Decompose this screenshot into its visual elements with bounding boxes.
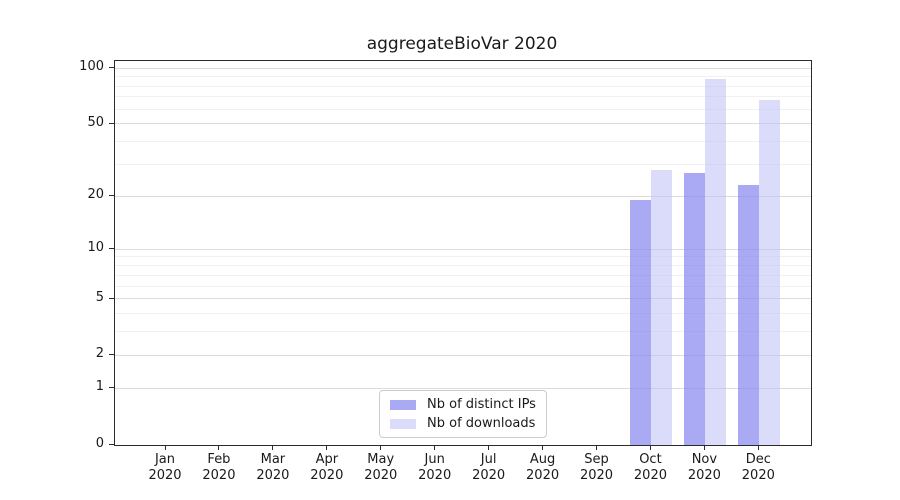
x-tick-mark xyxy=(703,445,705,450)
month-name: Jul xyxy=(480,452,497,467)
month-name: Apr xyxy=(315,452,339,467)
y-tick-mark xyxy=(109,354,114,356)
y-tick-mark xyxy=(109,248,114,250)
y-tick-mark xyxy=(109,297,114,299)
x-tick-mark xyxy=(542,445,544,450)
year-label: 2020 xyxy=(472,468,506,483)
bar-nb-of-distinct-ips-nov xyxy=(684,172,706,445)
y-tick-mark xyxy=(109,67,114,68)
y-tick-label: 10 xyxy=(87,240,104,256)
chart-title: aggregateBioVar 2020 xyxy=(366,34,558,54)
major-gridline xyxy=(115,248,811,250)
x-tick-label-apr: Apr 2020 xyxy=(299,452,355,484)
minor-gridline xyxy=(115,285,811,287)
y-tick-mark xyxy=(109,387,114,389)
year-label: 2020 xyxy=(579,468,614,483)
month-name: Jun xyxy=(424,452,445,467)
y-tick-label: 100 xyxy=(79,59,104,74)
minor-gridline xyxy=(115,313,811,315)
year-label: 2020 xyxy=(741,468,775,483)
minor-gridline xyxy=(115,274,811,276)
minor-gridline xyxy=(115,256,811,258)
year-label: 2020 xyxy=(633,468,667,483)
x-tick-mark xyxy=(488,445,490,450)
x-tick-label-mar: Mar 2020 xyxy=(245,452,301,484)
year-label: 2020 xyxy=(256,468,290,483)
minor-gridline xyxy=(115,85,811,87)
x-tick-label-sep: Sep 2020 xyxy=(569,452,625,484)
y-tick-label: 20 xyxy=(87,187,104,203)
x-tick-mark xyxy=(596,445,598,450)
y-tick-label: 5 xyxy=(95,289,104,305)
x-tick-mark xyxy=(272,445,274,450)
x-tick-label-jul: Jul 2020 xyxy=(461,452,517,484)
x-tick-mark xyxy=(434,445,436,450)
x-tick-label-aug: Aug 2020 xyxy=(515,452,571,484)
minor-gridline xyxy=(115,76,811,78)
y-tick-mark xyxy=(109,444,114,445)
minor-gridline xyxy=(115,265,811,266)
legend-item-nb-of-distinct-ips: Nb of distinct IPs xyxy=(390,397,536,412)
year-label: 2020 xyxy=(526,468,560,483)
minor-gridline xyxy=(115,96,811,98)
month-name: Mar xyxy=(260,452,286,467)
x-tick-label-oct: Oct 2020 xyxy=(622,452,678,484)
x-tick-label-feb: Feb 2020 xyxy=(191,452,247,484)
bar-nb-of-distinct-ips-oct xyxy=(630,200,652,445)
major-gridline xyxy=(115,67,811,69)
month-name: Dec xyxy=(745,452,771,467)
month-name: May xyxy=(367,452,395,467)
major-gridline xyxy=(115,387,811,389)
y-tick-mark xyxy=(109,195,114,197)
x-tick-label-nov: Nov 2020 xyxy=(676,452,732,484)
bar-nb-of-downloads-dec xyxy=(759,100,781,445)
x-tick-mark xyxy=(380,445,382,450)
x-tick-mark xyxy=(326,445,328,450)
bar-nb-of-downloads-oct xyxy=(651,169,673,445)
legend-swatch xyxy=(390,399,416,410)
month-name: Oct xyxy=(639,452,662,467)
y-tick-label: 0 xyxy=(95,436,104,451)
y-tick-label: 50 xyxy=(87,114,104,130)
major-gridline xyxy=(115,195,811,197)
bar-nb-of-downloads-nov xyxy=(705,79,727,445)
x-tick-mark xyxy=(649,445,651,450)
major-gridline xyxy=(115,298,811,300)
month-name: Feb xyxy=(207,452,231,467)
y-tick-mark xyxy=(109,122,114,124)
month-name: Sep xyxy=(584,452,609,467)
major-gridline xyxy=(115,123,811,125)
minor-gridline xyxy=(115,141,811,143)
plot-area: Nb of distinct IPs Nb of downloads xyxy=(114,60,812,446)
year-label: 2020 xyxy=(148,468,182,483)
major-gridline xyxy=(115,354,811,356)
legend-label: Nb of downloads xyxy=(427,416,536,431)
year-label: 2020 xyxy=(687,468,721,483)
y-tick-label: 2 xyxy=(95,346,104,362)
year-label: 2020 xyxy=(364,468,398,483)
month-name: Nov xyxy=(691,452,718,467)
x-tick-label-dec: Dec 2020 xyxy=(730,452,786,484)
y-tick-label: 1 xyxy=(95,379,104,395)
month-name: Jan xyxy=(154,452,176,467)
x-tick-label-jun: Jun 2020 xyxy=(407,452,463,484)
minor-gridline xyxy=(115,108,811,110)
bar-nb-of-distinct-ips-dec xyxy=(738,185,760,445)
legend-swatch xyxy=(390,418,416,429)
year-label: 2020 xyxy=(418,468,452,483)
year-label: 2020 xyxy=(310,468,344,483)
x-tick-label-jan: Jan 2020 xyxy=(137,452,193,484)
x-tick-label-may: May 2020 xyxy=(353,452,409,484)
minor-gridline xyxy=(115,163,811,165)
minor-gridline xyxy=(115,331,811,333)
x-tick-mark xyxy=(164,445,166,450)
legend: Nb of distinct IPs Nb of downloads xyxy=(379,390,547,438)
year-label: 2020 xyxy=(202,468,236,483)
x-tick-mark xyxy=(218,445,220,450)
legend-item-nb-of-downloads: Nb of downloads xyxy=(390,416,536,431)
x-tick-mark xyxy=(757,445,759,450)
legend-label: Nb of distinct IPs xyxy=(427,397,536,412)
month-name: Aug xyxy=(529,452,556,467)
